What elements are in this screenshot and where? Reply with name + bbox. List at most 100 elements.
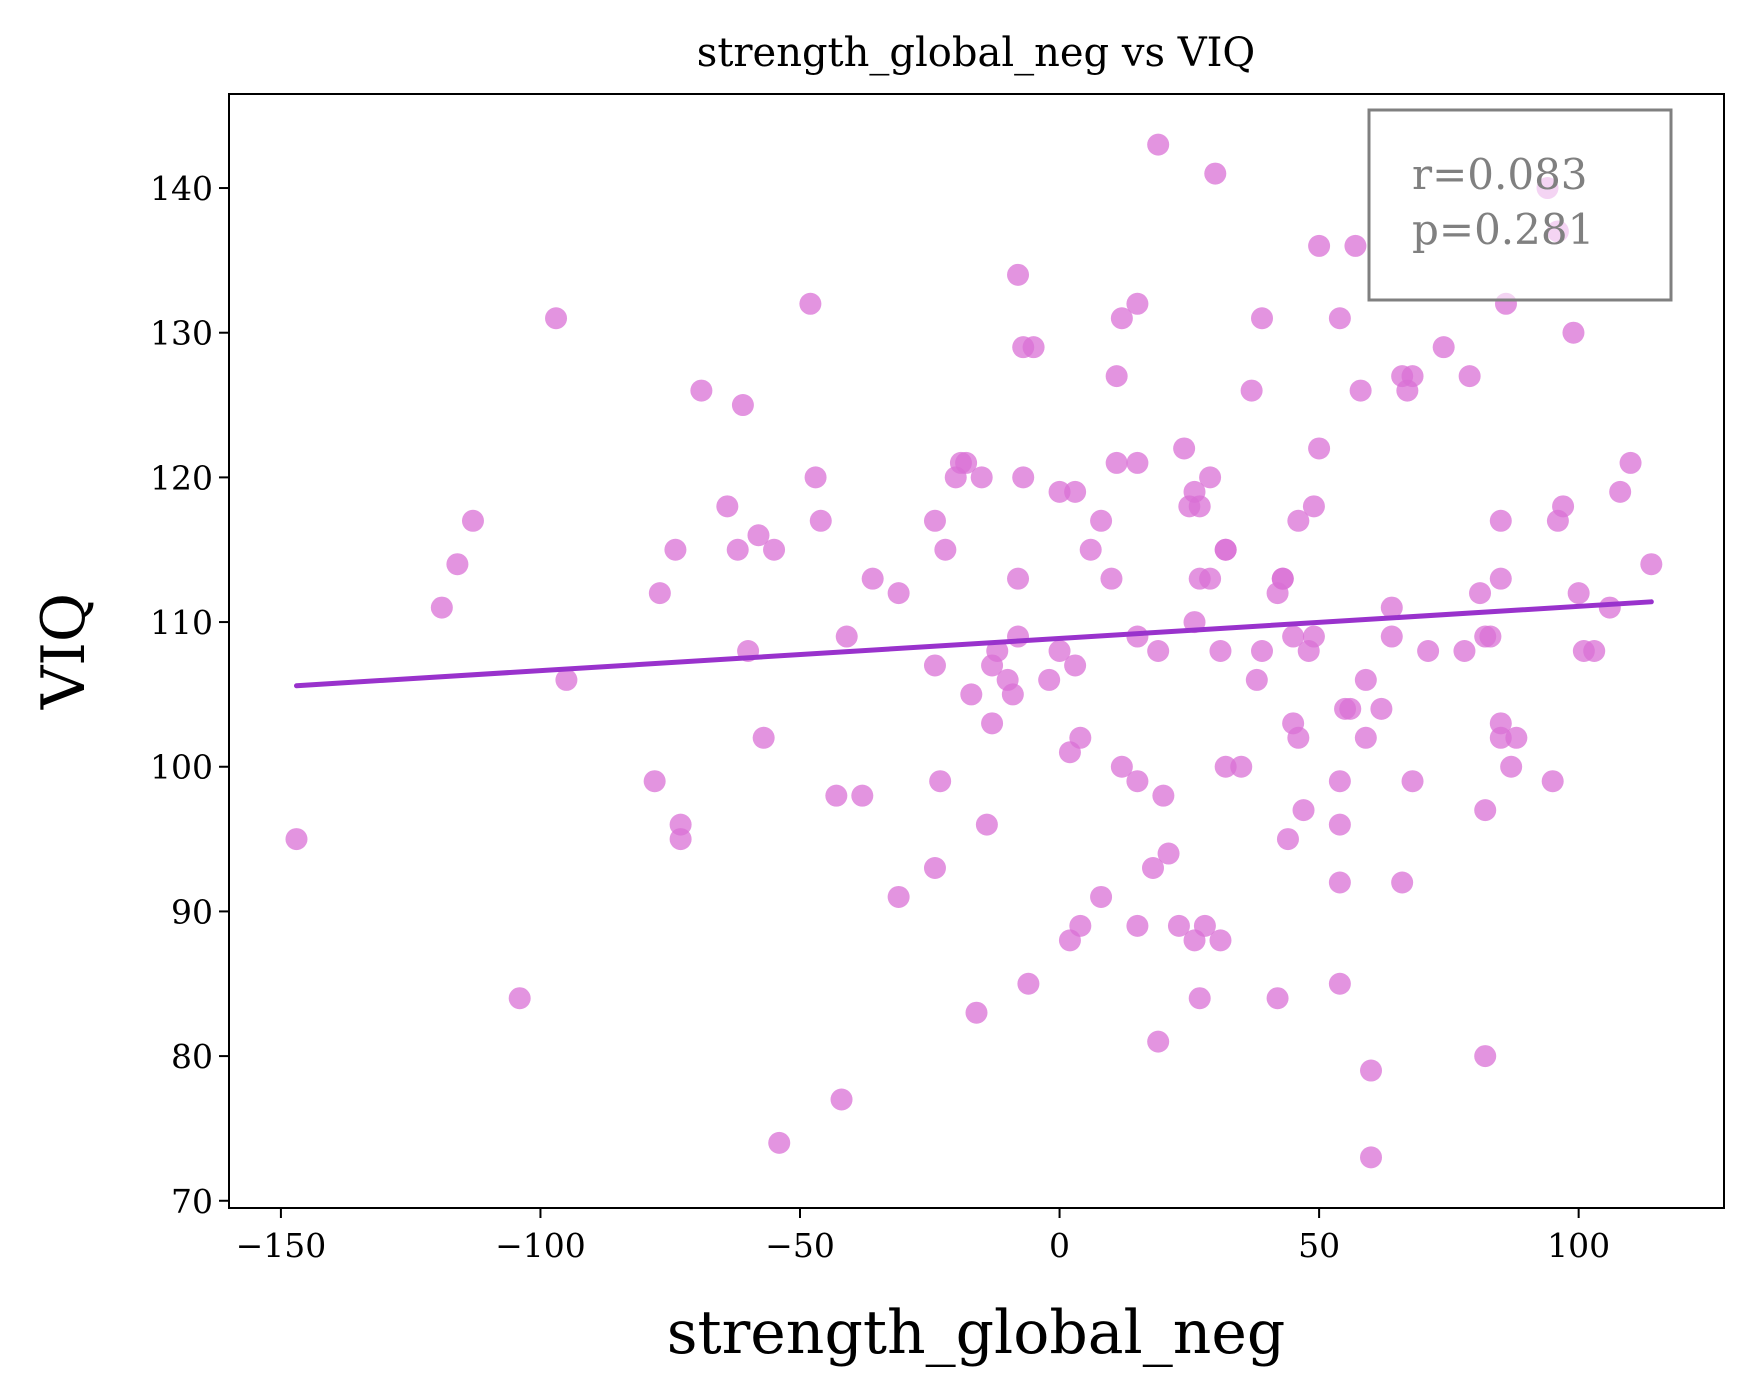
data-point [1266, 987, 1289, 1010]
data-point [1640, 553, 1663, 576]
data-point [690, 379, 713, 402]
data-point [1458, 365, 1481, 388]
data-point [1204, 162, 1227, 185]
data-point [1287, 726, 1310, 749]
data-point [934, 538, 957, 561]
data-point [446, 553, 469, 576]
data-point [965, 1001, 988, 1024]
x-tick-label: 50 [1298, 1226, 1340, 1265]
data-point [1038, 668, 1061, 691]
data-point [430, 596, 453, 619]
data-point [1380, 625, 1403, 648]
data-point [1240, 379, 1263, 402]
y-tick-label: 80 [171, 1037, 213, 1076]
data-point [809, 509, 832, 532]
data-point [1339, 697, 1362, 720]
data-point [768, 1131, 791, 1154]
data-point [1380, 596, 1403, 619]
data-point [555, 668, 578, 691]
data-point [1567, 582, 1590, 605]
data-point [1354, 668, 1377, 691]
data-point [1199, 567, 1222, 590]
data-point [1209, 929, 1232, 952]
data-point [975, 813, 998, 836]
data-point [1105, 365, 1128, 388]
data-point [1354, 726, 1377, 749]
x-tick-label: 100 [1547, 1226, 1610, 1265]
data-point [1479, 625, 1502, 648]
data-point [1271, 567, 1294, 590]
data-point [731, 394, 754, 417]
data-point [1583, 640, 1606, 662]
data-point [1069, 914, 1092, 937]
data-point [825, 784, 848, 807]
y-tick-label: 110 [150, 603, 213, 642]
data-point [752, 726, 775, 749]
data-point [1474, 1045, 1497, 1068]
stats-annotation: r=0.083 p=0.281 [1367, 108, 1673, 302]
data-point [664, 538, 687, 561]
data-point [1328, 307, 1351, 330]
data-point [1251, 307, 1274, 330]
data-point [1360, 1146, 1383, 1169]
y-tick-label: 130 [150, 314, 213, 353]
data-point [1505, 726, 1528, 749]
data-point [1110, 755, 1133, 778]
data-point [1328, 813, 1351, 836]
y-tick-label: 100 [150, 748, 213, 787]
data-point [1147, 640, 1170, 662]
plot-frame [228, 93, 1725, 1209]
regression-line [293, 599, 1654, 689]
data-point [1105, 451, 1128, 474]
data-point [1552, 495, 1575, 518]
data-point [285, 828, 308, 851]
data-point [1064, 480, 1087, 503]
data-point [1474, 799, 1497, 822]
data-point [508, 987, 531, 1010]
data-point [1126, 292, 1149, 315]
data-point [955, 451, 978, 474]
data-point [799, 292, 822, 315]
data-point [1007, 625, 1030, 648]
data-point [1110, 307, 1133, 330]
data-point [1152, 784, 1175, 807]
data-point [1360, 1059, 1383, 1082]
stats-r: r=0.083 [1412, 150, 1588, 199]
data-point [1048, 640, 1071, 662]
data-point [1214, 755, 1237, 778]
data-point [1022, 336, 1045, 359]
data-point [1193, 914, 1216, 937]
data-point [1328, 972, 1351, 995]
data-point [1308, 234, 1331, 257]
data-point [1126, 451, 1149, 474]
y-axis-label: VIQ [29, 593, 99, 710]
data-point [1001, 683, 1024, 706]
stats-box [1367, 108, 1673, 302]
data-point [1453, 640, 1476, 662]
data-point [1541, 770, 1564, 793]
data-point [1188, 495, 1211, 518]
data-point [1328, 871, 1351, 894]
data-point [1598, 596, 1621, 619]
data-point [1251, 640, 1274, 662]
data-point [1609, 480, 1632, 503]
x-tick-label: −50 [765, 1226, 835, 1265]
data-point [1007, 567, 1030, 590]
data-point [1069, 726, 1092, 749]
data-point [1282, 625, 1305, 648]
data-point [1370, 697, 1393, 720]
data-point [545, 307, 568, 330]
data-point [1048, 480, 1071, 503]
data-point [1199, 466, 1222, 489]
data-point [923, 654, 946, 677]
data-point [726, 538, 749, 561]
data-point [1302, 495, 1325, 518]
data-point [1245, 668, 1268, 691]
data-point [1173, 437, 1196, 460]
data-point [1391, 871, 1414, 894]
data-point [643, 770, 666, 793]
data-point [1276, 828, 1299, 851]
data-point [1328, 770, 1351, 793]
data-point [1188, 987, 1211, 1010]
